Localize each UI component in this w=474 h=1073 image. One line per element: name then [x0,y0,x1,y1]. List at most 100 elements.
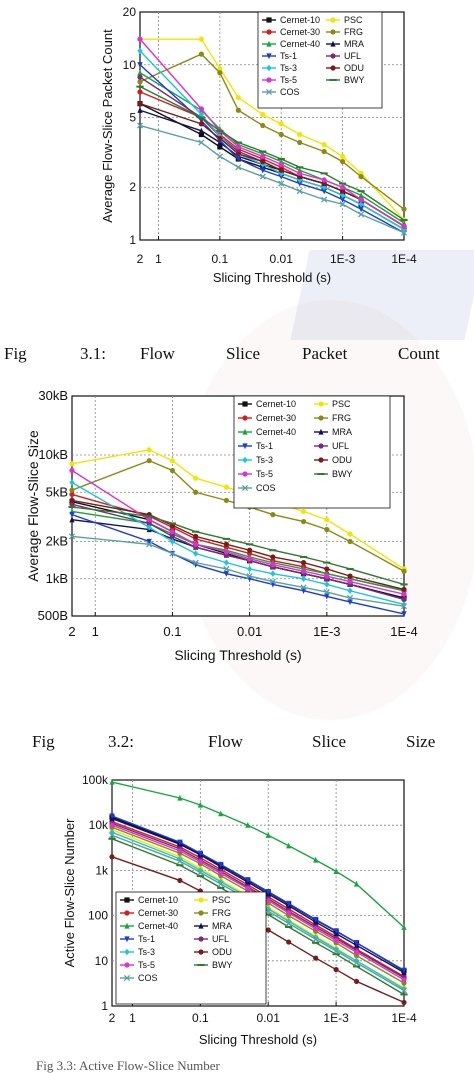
data-point [333,868,339,875]
data-point [146,458,152,464]
data-point [177,855,183,863]
data-point [217,144,223,150]
legend-marker [198,936,204,942]
data-point [146,517,152,523]
data-point [278,180,285,187]
data-point [136,85,144,88]
data-point [340,159,346,165]
legend-label: PSC [332,399,351,409]
x-tick-label: 0.01 [237,624,262,639]
data-point [69,516,75,523]
legend-label: UFL [332,441,349,451]
data-point [218,861,224,868]
x-tick-label: 0.1 [212,252,229,266]
y-tick-label: 1k [95,863,109,877]
y-tick-label: 10 [95,954,109,968]
legend-label: Ts-3 [280,63,297,73]
legend-label: Ts-1 [138,934,155,944]
data-point [313,955,319,961]
x-tick-label: 0.1 [163,624,181,639]
data-point [347,531,353,537]
y-tick-label: 2 [129,180,136,194]
data-point [300,560,307,566]
caption-word: Size [406,732,436,751]
legend-marker [318,428,324,435]
y-tick-label: 5kB [46,484,68,499]
data-point [357,190,365,193]
data-point [69,491,75,498]
caption-fig-3-2: Fig 3.2: Flow Slice Size [0,732,474,756]
data-point [401,596,407,603]
series-group [68,447,408,618]
data-point [332,953,340,956]
y-tick-label: 100 [88,909,108,923]
caption-fig-3-1: Fig 3.1: Flow Slice Packet Count [0,344,474,368]
legend-label: Cernet-10 [256,399,296,409]
data-point [260,159,266,165]
data-point [278,131,284,138]
legend-label: Cernet-40 [256,427,296,437]
data-point [198,106,204,112]
y-tick-label: 20 [123,5,137,19]
legend-marker [124,910,130,916]
data-point [401,967,407,974]
data-point [169,533,176,539]
x-axis-title: Slicing Threshold (s) [174,647,301,663]
data-point [353,978,360,985]
legend-box [257,11,383,109]
data-point [198,131,204,138]
x-tick-label: 0.1 [192,1011,209,1025]
data-point [401,924,407,930]
legend-marker [330,65,336,71]
data-point [339,201,346,208]
data-point [270,554,276,560]
data-point [339,182,347,185]
y-tick-label: 1 [129,233,136,247]
data-point [270,570,276,577]
data-point [137,36,143,42]
data-point [333,947,340,955]
data-point [109,778,115,785]
y-tick-label: 100k [82,773,109,787]
data-point [346,594,354,601]
data-point [137,79,143,85]
data-point [69,497,75,503]
data-point [69,501,75,507]
data-point [216,129,224,132]
x-tick-label: 2 [68,624,75,639]
data-point [340,197,346,203]
data-point [278,167,284,173]
data-point [313,926,319,932]
data-point [146,447,152,453]
data-point [198,121,204,127]
x-axis-title: Slicing Threshold (s) [199,1032,317,1047]
legend-marker [242,415,248,421]
data-point [353,949,360,955]
data-point [247,547,253,553]
data-point [247,556,253,562]
data-point [401,999,407,1006]
legend-label: PSC [344,15,363,25]
data-point [68,533,76,540]
data-point [260,153,266,159]
data-point [401,977,407,983]
data-point [137,74,143,80]
data-point [192,559,199,566]
data-point [235,107,241,113]
data-point [197,801,203,808]
legend-marker [330,17,336,23]
data-point [235,144,241,150]
x-tick-label: 1E-4 [391,1011,417,1025]
data-point [69,467,75,474]
data-point [400,603,408,610]
x-tick-label: 0.01 [270,252,294,266]
data-point [269,578,276,585]
data-point [137,47,143,55]
legend-label: BWY [212,960,233,970]
data-point [223,484,229,490]
data-point [177,848,183,854]
data-point [353,880,360,887]
data-point [196,875,204,878]
data-point [222,537,230,540]
data-point [176,864,184,867]
